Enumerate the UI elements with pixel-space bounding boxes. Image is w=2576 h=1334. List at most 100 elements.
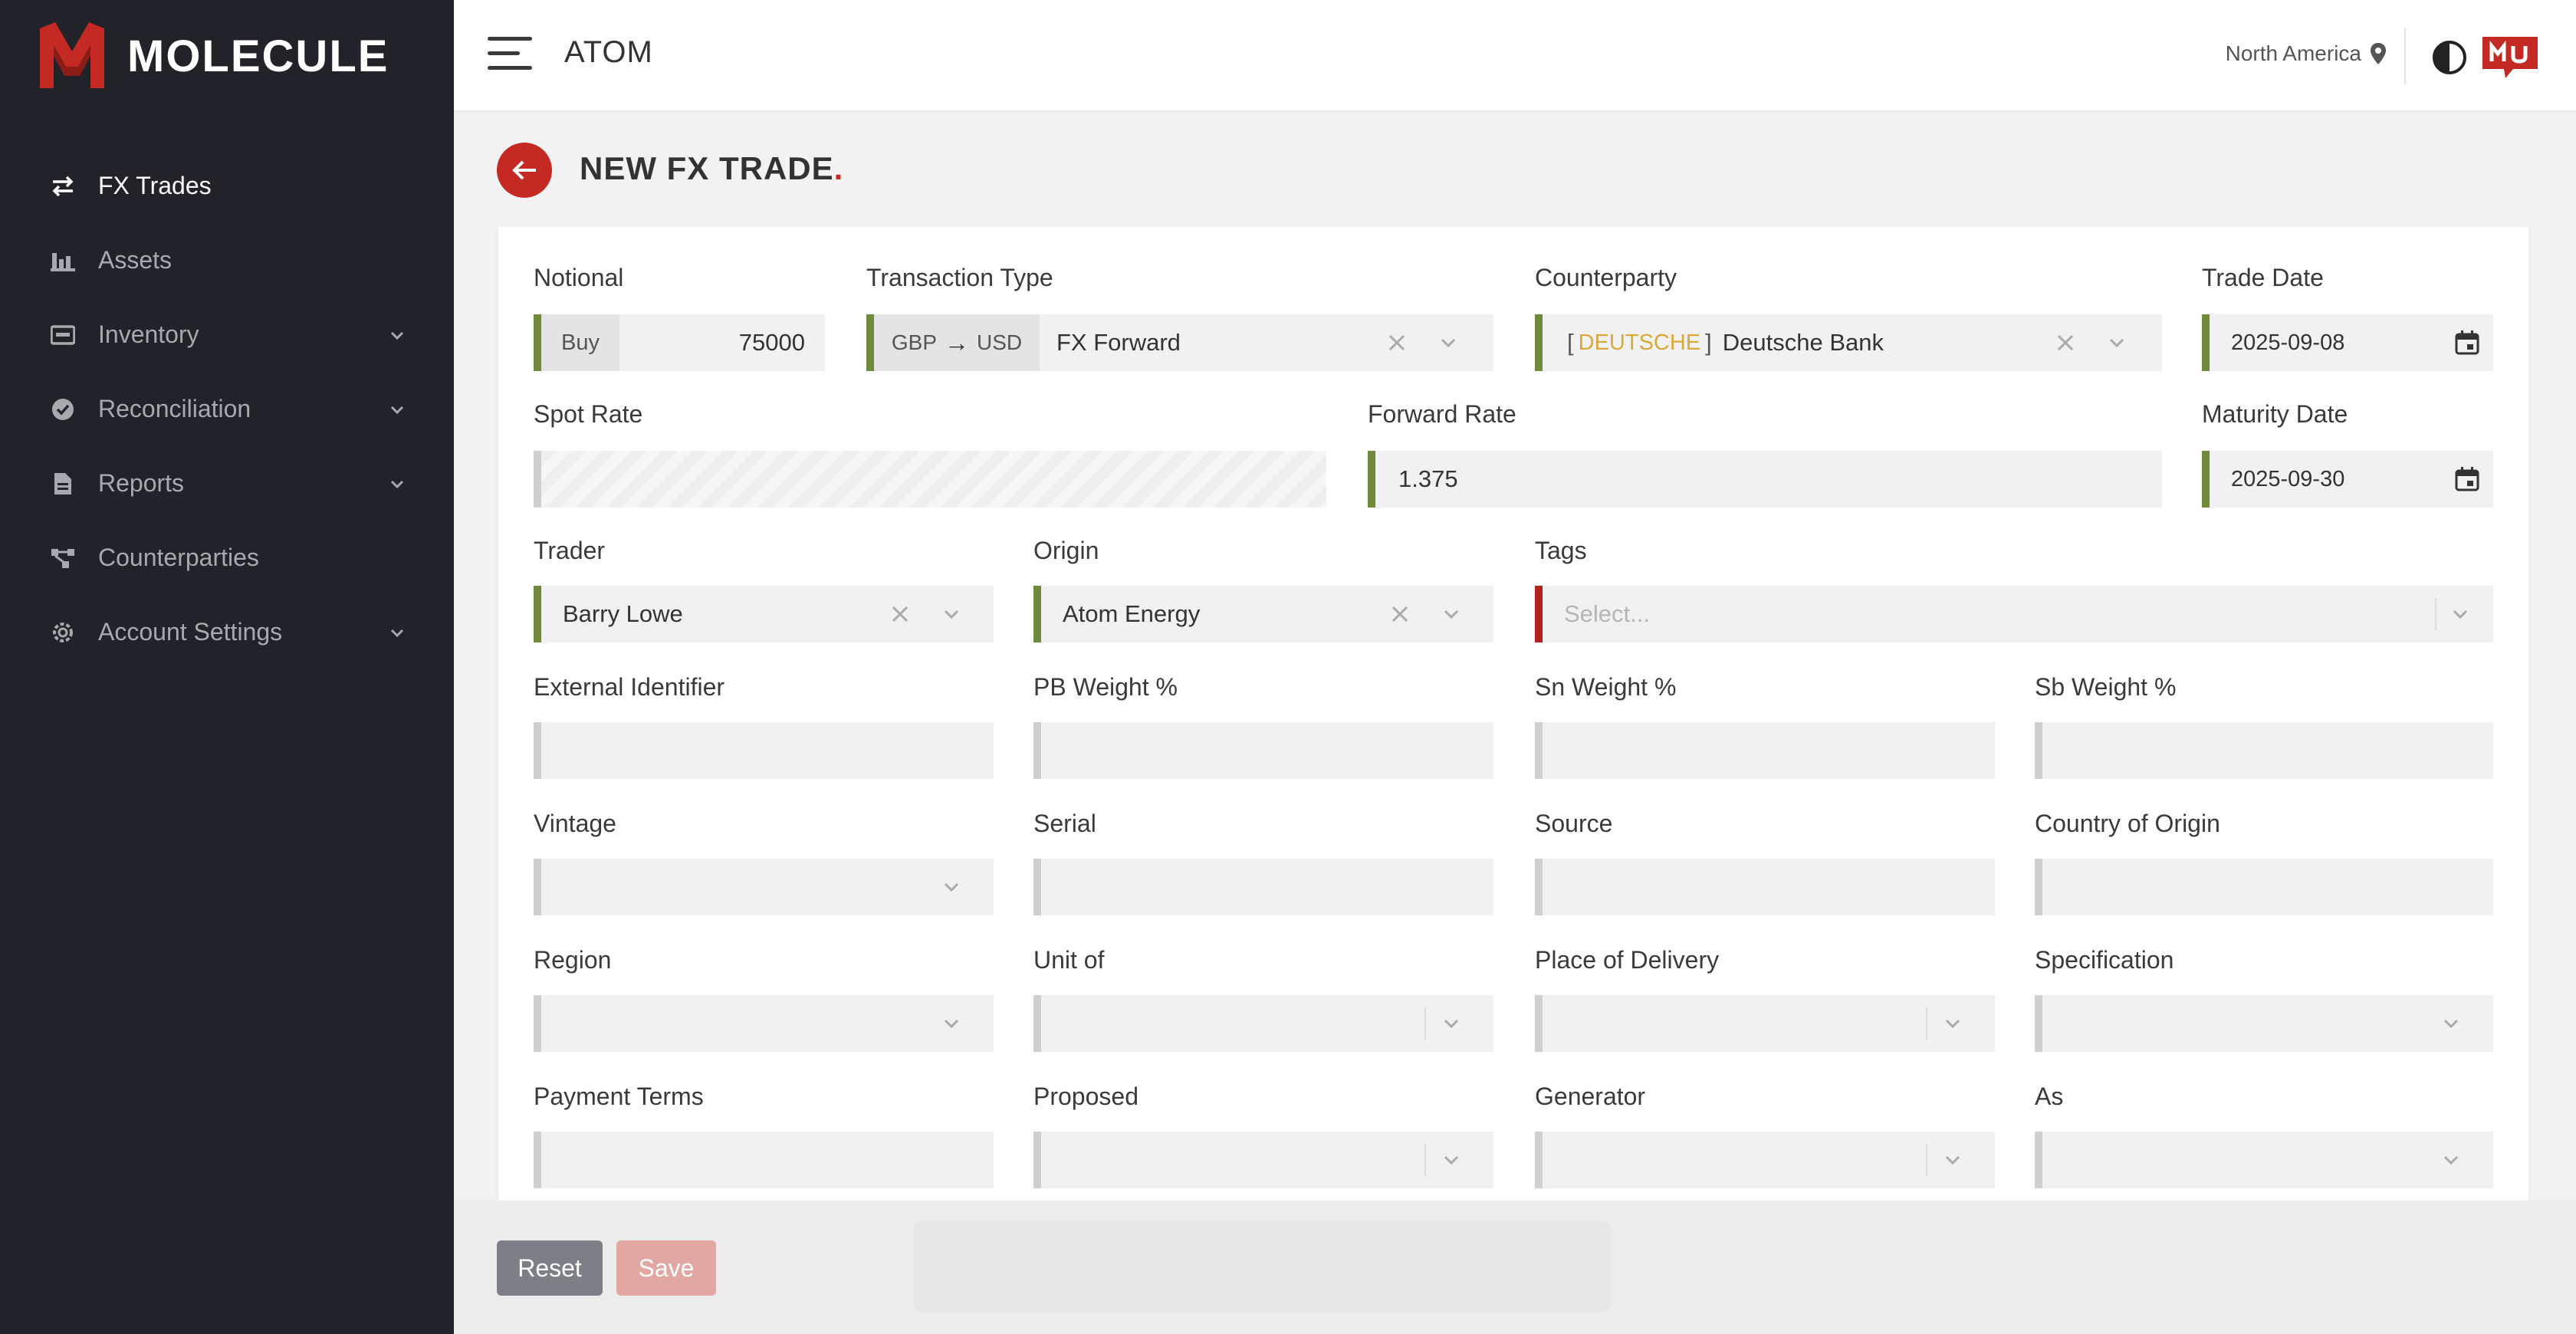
divider [1926, 1144, 1927, 1176]
chevron-down-icon[interactable] [2440, 1148, 2463, 1171]
spot-rate-input[interactable] [534, 451, 1326, 508]
chevron-down-icon[interactable] [940, 876, 963, 899]
sidebar-item-assets[interactable]: Assets [0, 223, 454, 297]
sb-weight-input[interactable] [2035, 722, 2493, 779]
trader-value: Barry Lowe [563, 600, 683, 627]
tags-label: Tags [1535, 537, 1587, 564]
chevron-down-icon[interactable] [1941, 1012, 1964, 1035]
chevron-down-icon [390, 406, 404, 414]
external-identifier-input[interactable] [534, 722, 994, 779]
back-button[interactable] [497, 143, 552, 198]
region-select[interactable] [534, 995, 994, 1052]
swap-icon [48, 171, 78, 202]
source-input[interactable] [1535, 859, 1995, 915]
chevron-down-icon[interactable] [1437, 331, 1460, 354]
chevron-down-icon[interactable] [1941, 1148, 1964, 1171]
tags-select[interactable]: Select... [1535, 586, 2493, 642]
specification-select[interactable] [2035, 995, 2493, 1052]
serial-input[interactable] [1033, 859, 1493, 915]
origin-label: Origin [1033, 537, 1099, 564]
chevron-down-icon[interactable] [940, 1012, 963, 1035]
trader-label: Trader [534, 537, 606, 564]
counterparty-label: Counterparty [1535, 264, 1677, 291]
trade-date-input[interactable]: 2025-09-08 [2202, 314, 2493, 371]
country-of-origin-input[interactable] [2035, 859, 2493, 915]
maturity-date-value: 2025-09-30 [2231, 466, 2345, 491]
place-of-delivery-label: Place of Delivery [1535, 946, 1720, 974]
clear-icon[interactable] [889, 603, 911, 625]
calendar-icon[interactable] [2453, 329, 2481, 356]
sn-weight-label: Sn Weight % [1535, 673, 1677, 701]
divider [1926, 1007, 1927, 1040]
notional-input[interactable]: 75000 [738, 329, 805, 356]
chevron-down-icon[interactable] [2440, 1012, 2463, 1035]
counterparty-code: DEUTSCHE [1578, 330, 1701, 355]
chevron-down-icon[interactable] [1440, 1012, 1463, 1035]
document-icon [48, 468, 78, 499]
proposed-select[interactable] [1033, 1132, 1493, 1188]
sidebar-item-account-settings[interactable]: Account Settings [0, 595, 454, 669]
clear-icon[interactable] [2055, 332, 2076, 353]
sidebar-nav: FX Trades Assets Inventory Reconciliatio… [0, 149, 454, 669]
inventory-icon [48, 320, 78, 350]
chevron-down-icon[interactable] [1440, 1148, 1463, 1171]
chevron-down-icon[interactable] [2105, 331, 2128, 354]
counterparty-value: Deutsche Bank [1722, 329, 1884, 356]
chevron-down-icon[interactable] [1440, 603, 1463, 626]
proposed-label: Proposed [1033, 1083, 1138, 1110]
transaction-type-label: Transaction Type [866, 264, 1053, 291]
transaction-type-select[interactable]: GBP → USD FX Forward [866, 314, 1493, 371]
save-button[interactable]: Save [616, 1240, 716, 1296]
forward-rate-input[interactable]: 1.375 [1368, 451, 2162, 508]
buy-sell-toggle[interactable]: Buy [541, 314, 619, 371]
as-select[interactable] [2035, 1132, 2493, 1188]
sn-weight-input[interactable] [1535, 722, 1995, 779]
sidebar-item-label: Reports [98, 469, 185, 497]
payment-terms-input[interactable] [534, 1132, 994, 1188]
sidebar-item-label: Reconciliation [98, 395, 251, 422]
sidebar-item-counterparties[interactable]: Counterparties [0, 521, 454, 595]
currency-pair[interactable]: GBP → USD [874, 314, 1040, 371]
sidebar-item-label: Assets [98, 246, 172, 274]
page-title: NEW FX TRADE. [580, 150, 844, 186]
sb-weight-label: Sb Weight % [2035, 673, 2177, 701]
theme-toggle-icon[interactable] [2432, 40, 2467, 75]
origin-select[interactable]: Atom Energy [1033, 586, 1493, 642]
maturity-date-label: Maturity Date [2202, 400, 2348, 428]
bar-chart-icon [48, 245, 78, 276]
trader-select[interactable]: Barry Lowe [534, 586, 994, 642]
bracket: [ [1567, 329, 1574, 356]
unit-of-select[interactable] [1033, 995, 1493, 1052]
region-selector[interactable]: North America [2226, 41, 2387, 66]
clear-icon[interactable] [1386, 332, 1408, 353]
generator-label: Generator [1535, 1083, 1646, 1110]
location-pin-icon [2371, 43, 2386, 64]
unit-of-label: Unit of [1033, 946, 1105, 974]
trade-date-label: Trade Date [2202, 264, 2324, 291]
sidebar-item-fx-trades[interactable]: FX Trades [0, 149, 454, 223]
clear-icon[interactable] [1389, 603, 1411, 625]
vintage-select[interactable] [534, 859, 994, 915]
video-overlay [914, 1221, 1612, 1313]
maturity-date-input[interactable]: 2025-09-30 [2202, 451, 2493, 508]
chevron-down-icon[interactable] [2449, 603, 2472, 626]
logo[interactable]: MOLECULE [34, 17, 389, 95]
tags-placeholder: Select... [1564, 600, 1650, 627]
arrow-left-icon [512, 160, 536, 180]
reset-button[interactable]: Reset [497, 1240, 603, 1296]
calendar-icon[interactable] [2453, 465, 2481, 493]
counterparty-select[interactable]: [ DEUTSCHE ] Deutsche Bank [1535, 314, 2162, 371]
app-brand: ATOM [564, 35, 653, 69]
user-avatar[interactable] [2479, 34, 2541, 80]
chevron-down-icon[interactable] [940, 603, 963, 626]
place-of-delivery-select[interactable] [1535, 995, 1995, 1052]
pb-weight-input[interactable] [1033, 722, 1493, 779]
divider [1424, 1007, 1426, 1040]
sidebar-item-reports[interactable]: Reports [0, 446, 454, 521]
menu-toggle-icon[interactable] [488, 37, 532, 74]
generator-select[interactable] [1535, 1132, 1995, 1188]
molecule-logo-icon [40, 22, 104, 88]
trade-form: Notional Buy 75000 Transaction Type GBP … [498, 227, 2528, 1201]
sidebar-item-inventory[interactable]: Inventory [0, 297, 454, 372]
sidebar-item-reconciliation[interactable]: Reconciliation [0, 372, 454, 446]
